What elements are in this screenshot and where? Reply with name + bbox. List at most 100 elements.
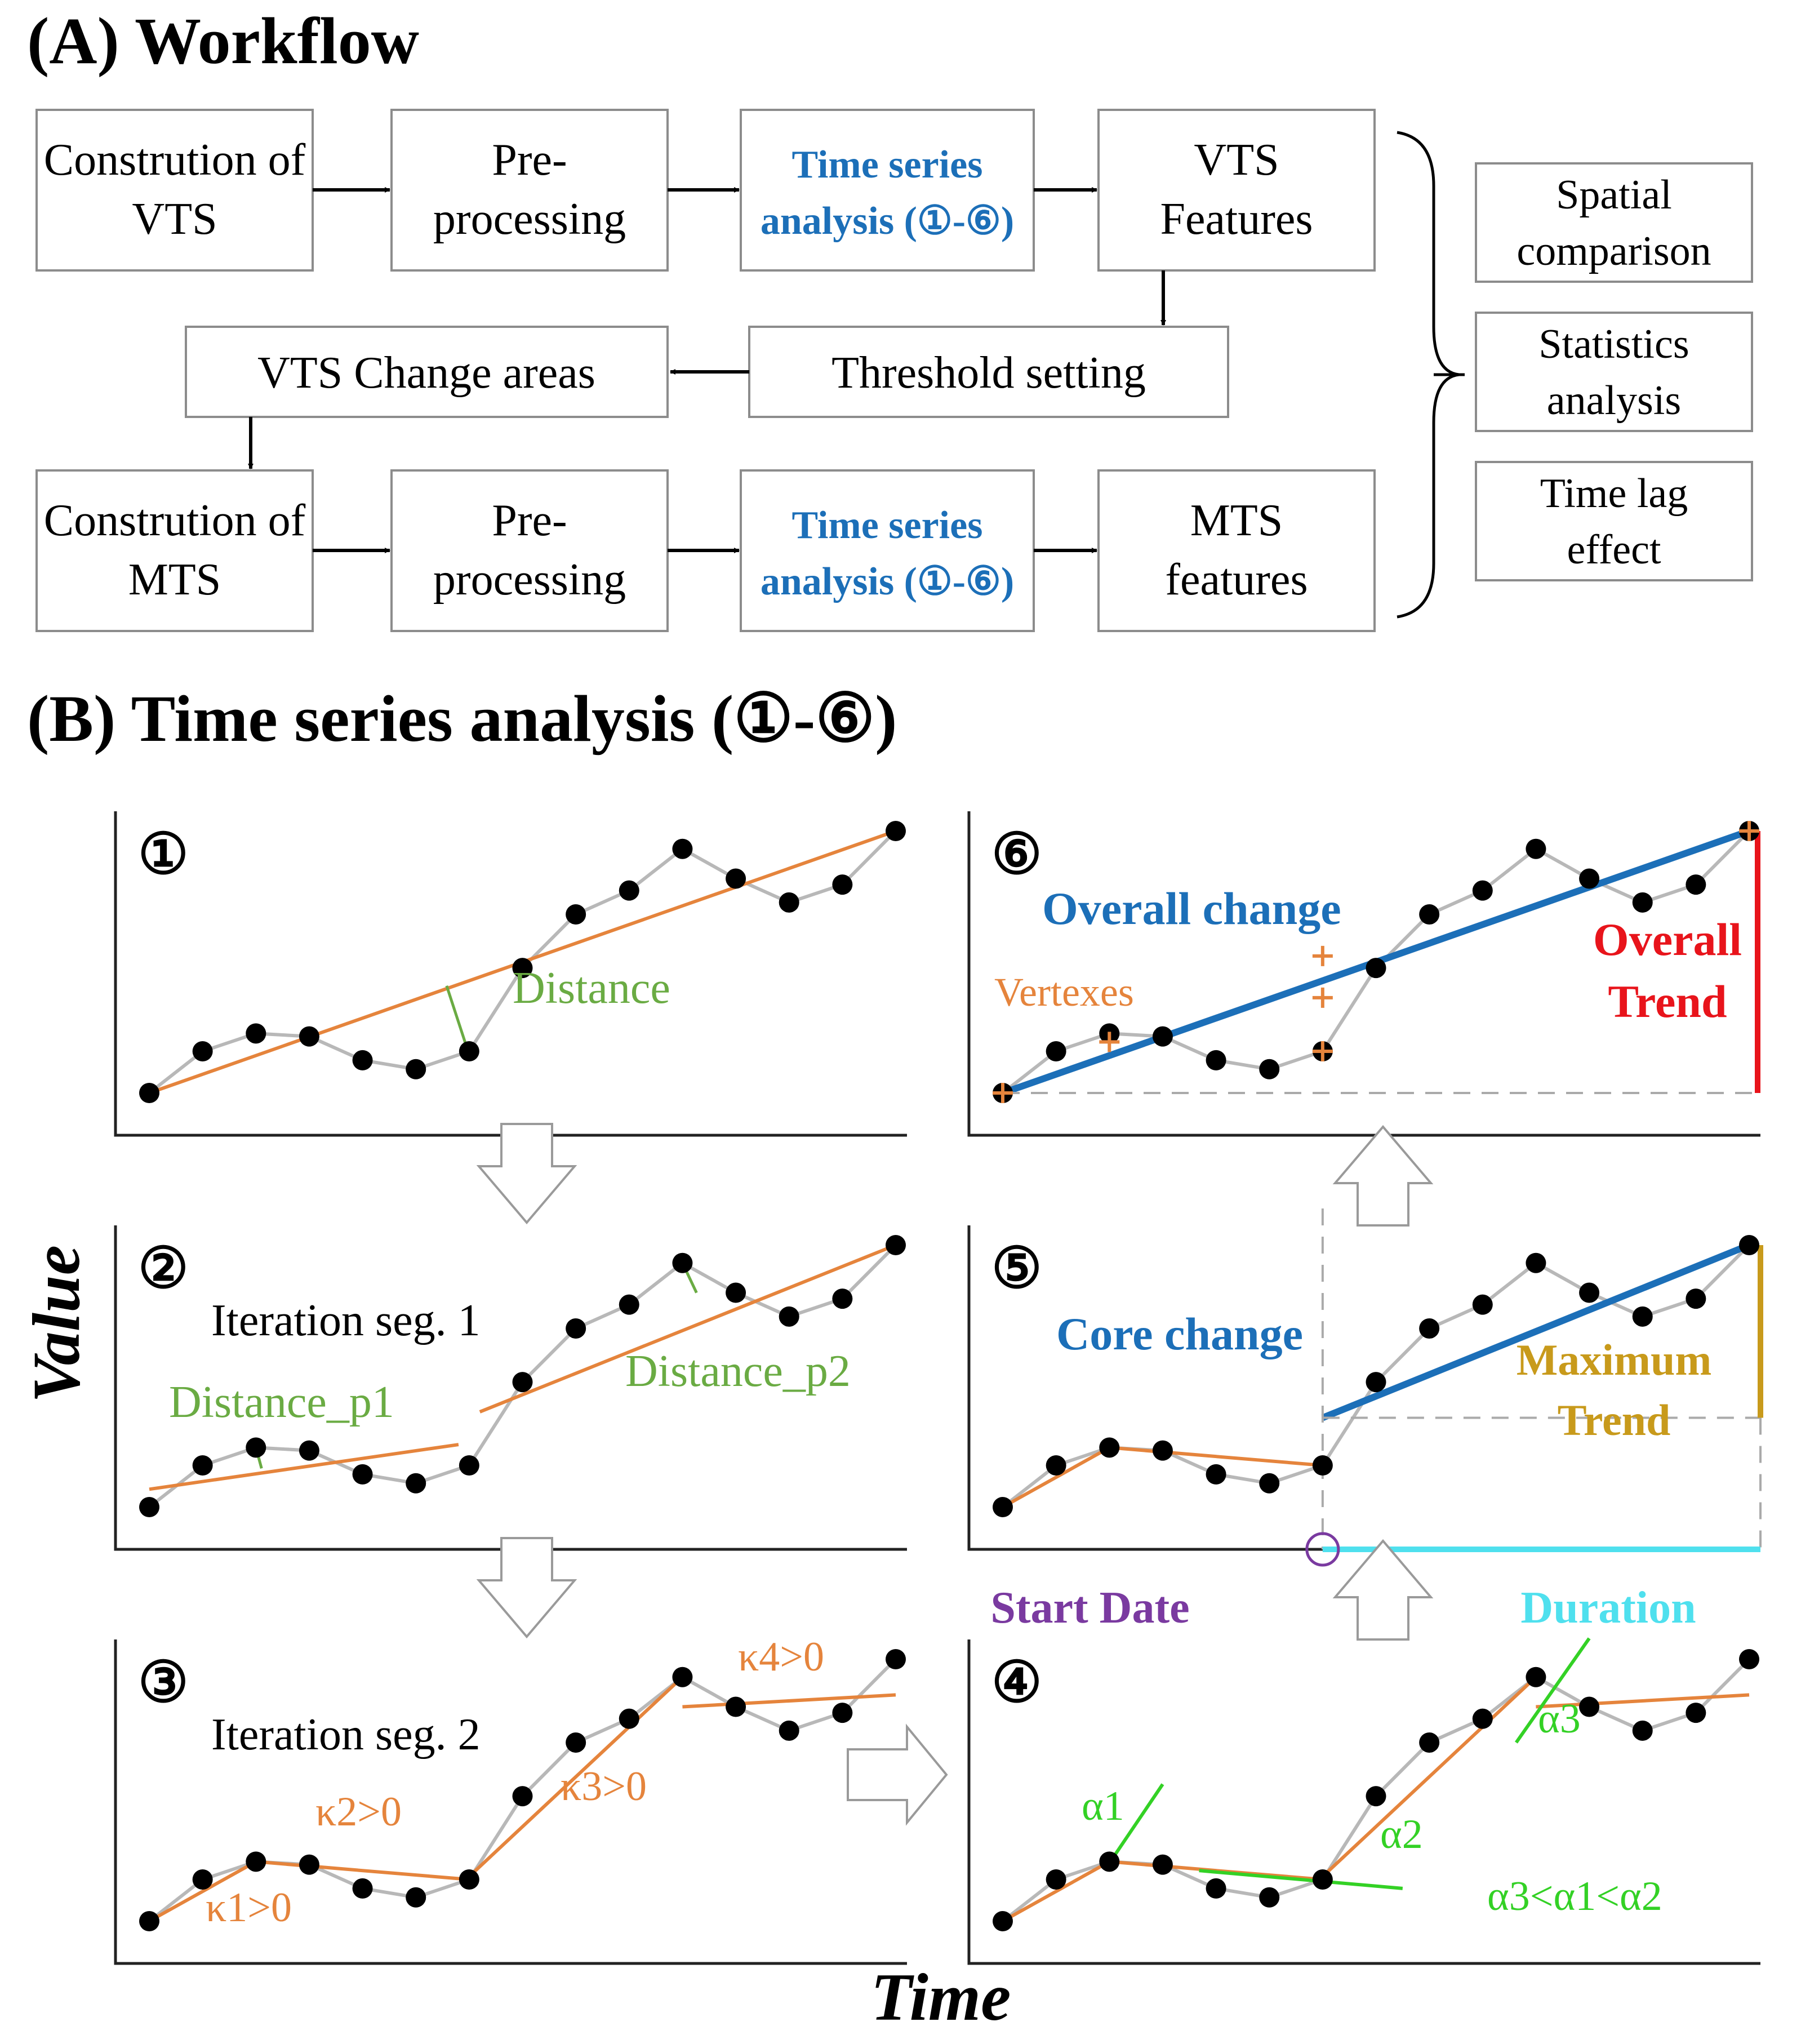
data-point (406, 1887, 426, 1908)
data-point (1152, 1440, 1173, 1461)
data-point (192, 1869, 213, 1890)
data-point (1526, 1252, 1546, 1273)
data-point (512, 1372, 533, 1393)
tsa-2-label: Time series analysis (①-⑥) (761, 504, 1014, 603)
plus-marker-icon (1312, 1041, 1333, 1062)
data-point (1632, 1720, 1653, 1741)
x-axis-label: Time (871, 1959, 1011, 2034)
data-point (1099, 1851, 1120, 1872)
data-point (886, 1649, 906, 1669)
box-construction-vts (35, 109, 314, 272)
data-point (139, 1083, 159, 1103)
data-point (139, 1911, 159, 1931)
data-point (886, 1235, 906, 1255)
early-seg-a (1002, 1446, 1110, 1509)
panel-labels: ① ⑥ ② ⑤ ③ ④ Distance Iteration seg. 1 Distance_p… (138, 823, 1742, 1931)
alpha-comparison-label: α3<α1<α2 (1487, 1873, 1662, 1919)
data-point (832, 874, 853, 895)
overall-change-label: Overall change (1042, 883, 1341, 934)
data-point (832, 1288, 853, 1309)
vts-features-label: VTS Features (1160, 135, 1313, 244)
data-point (1259, 1473, 1280, 1494)
data-point (1419, 1732, 1440, 1753)
data-point (1526, 1667, 1546, 1687)
box-time-lag (1475, 461, 1753, 581)
time-lag-label: Time lag effect (1540, 470, 1688, 573)
seg-d (1536, 1693, 1750, 1709)
data-point (1152, 1854, 1173, 1875)
data-point (779, 1306, 799, 1327)
data-point (1526, 838, 1546, 859)
data-point (1739, 1235, 1759, 1255)
distance-p1-label: Distance_p1 (169, 1378, 394, 1427)
iteration-seg-2-label: Iteration seg. 2 (211, 1710, 481, 1759)
k2-label: κ2>0 (315, 1789, 402, 1835)
statistics-analysis-label: Statistics analysis (1538, 321, 1689, 424)
preprocessing-1-label: Pre-processing (433, 135, 626, 244)
overall-label: Overall (1593, 914, 1742, 965)
maximum-label: Maximum (1517, 1335, 1712, 1384)
preprocessing-2-label: Pre-processing (433, 496, 626, 605)
section-a-title: (A) Workflow (27, 4, 419, 78)
vts-change-areas-label: VTS Change areas (257, 348, 595, 398)
alpha1-label: α1 (1082, 1783, 1124, 1829)
data-point (192, 1455, 213, 1476)
threshold-setting-label: Threshold setting (831, 348, 1146, 398)
box-statistics-analysis (1475, 312, 1753, 432)
data-point (246, 1437, 266, 1458)
data-point (1206, 1464, 1226, 1485)
data-point (246, 1023, 266, 1044)
data-point (619, 1708, 639, 1729)
data-point (1579, 868, 1600, 889)
k3-segment (468, 1676, 684, 1878)
alpha3-label: α3 (1538, 1696, 1581, 1742)
iteration-seg-1-label: Iteration seg. 1 (211, 1296, 481, 1345)
alpha1-line (1105, 1783, 1164, 1868)
data-point (192, 1041, 213, 1062)
mts-features-label: MTS features (1165, 496, 1308, 605)
data-point (1632, 1306, 1653, 1327)
panel-number: ③ (138, 1651, 189, 1714)
workflow-arrows (248, 187, 1166, 553)
data-point (1259, 1059, 1280, 1079)
data-point (459, 1041, 479, 1062)
construction-vts-label: Constrution of VTS (44, 135, 306, 244)
panel-decorations (139, 821, 1763, 1931)
data-point (406, 1473, 426, 1494)
data-point (1472, 1294, 1493, 1315)
data-point (1686, 1288, 1706, 1309)
data-point (1632, 892, 1653, 913)
panel-axes (967, 811, 1760, 1137)
block-arrow-down-icon (476, 1537, 577, 1639)
data-point (1366, 1786, 1386, 1807)
data-point (672, 838, 693, 859)
panel-number: ④ (991, 1651, 1042, 1714)
data-point (779, 892, 799, 913)
data-point (1099, 1437, 1120, 1458)
panel-number: ⑤ (991, 1237, 1042, 1300)
block-arrow-down-icon (476, 1123, 577, 1225)
panel-axes (967, 1639, 1760, 1965)
box-tsa-1 (740, 109, 1035, 272)
box-preprocessing-2 (390, 469, 669, 632)
data-point (246, 1851, 266, 1872)
data-point (619, 1294, 639, 1315)
data-point (352, 1878, 373, 1899)
data-point (779, 1720, 799, 1741)
data-point (406, 1059, 426, 1079)
data-point (993, 1497, 1013, 1517)
trend-label: Trend (1608, 976, 1727, 1027)
start-date-label: Start Date (990, 1583, 1189, 1633)
plus-marker-icon (1739, 821, 1759, 841)
data-point (1046, 1869, 1066, 1890)
data-point (1686, 874, 1706, 895)
data-point (299, 1440, 319, 1461)
data-point (672, 1667, 693, 1687)
data-point (619, 880, 639, 901)
k3-label: κ3>0 (561, 1763, 647, 1810)
circle-marker-icon (1305, 1532, 1340, 1567)
data-point (832, 1703, 853, 1723)
data-point (299, 1026, 319, 1047)
panel-axes (114, 1639, 907, 1965)
